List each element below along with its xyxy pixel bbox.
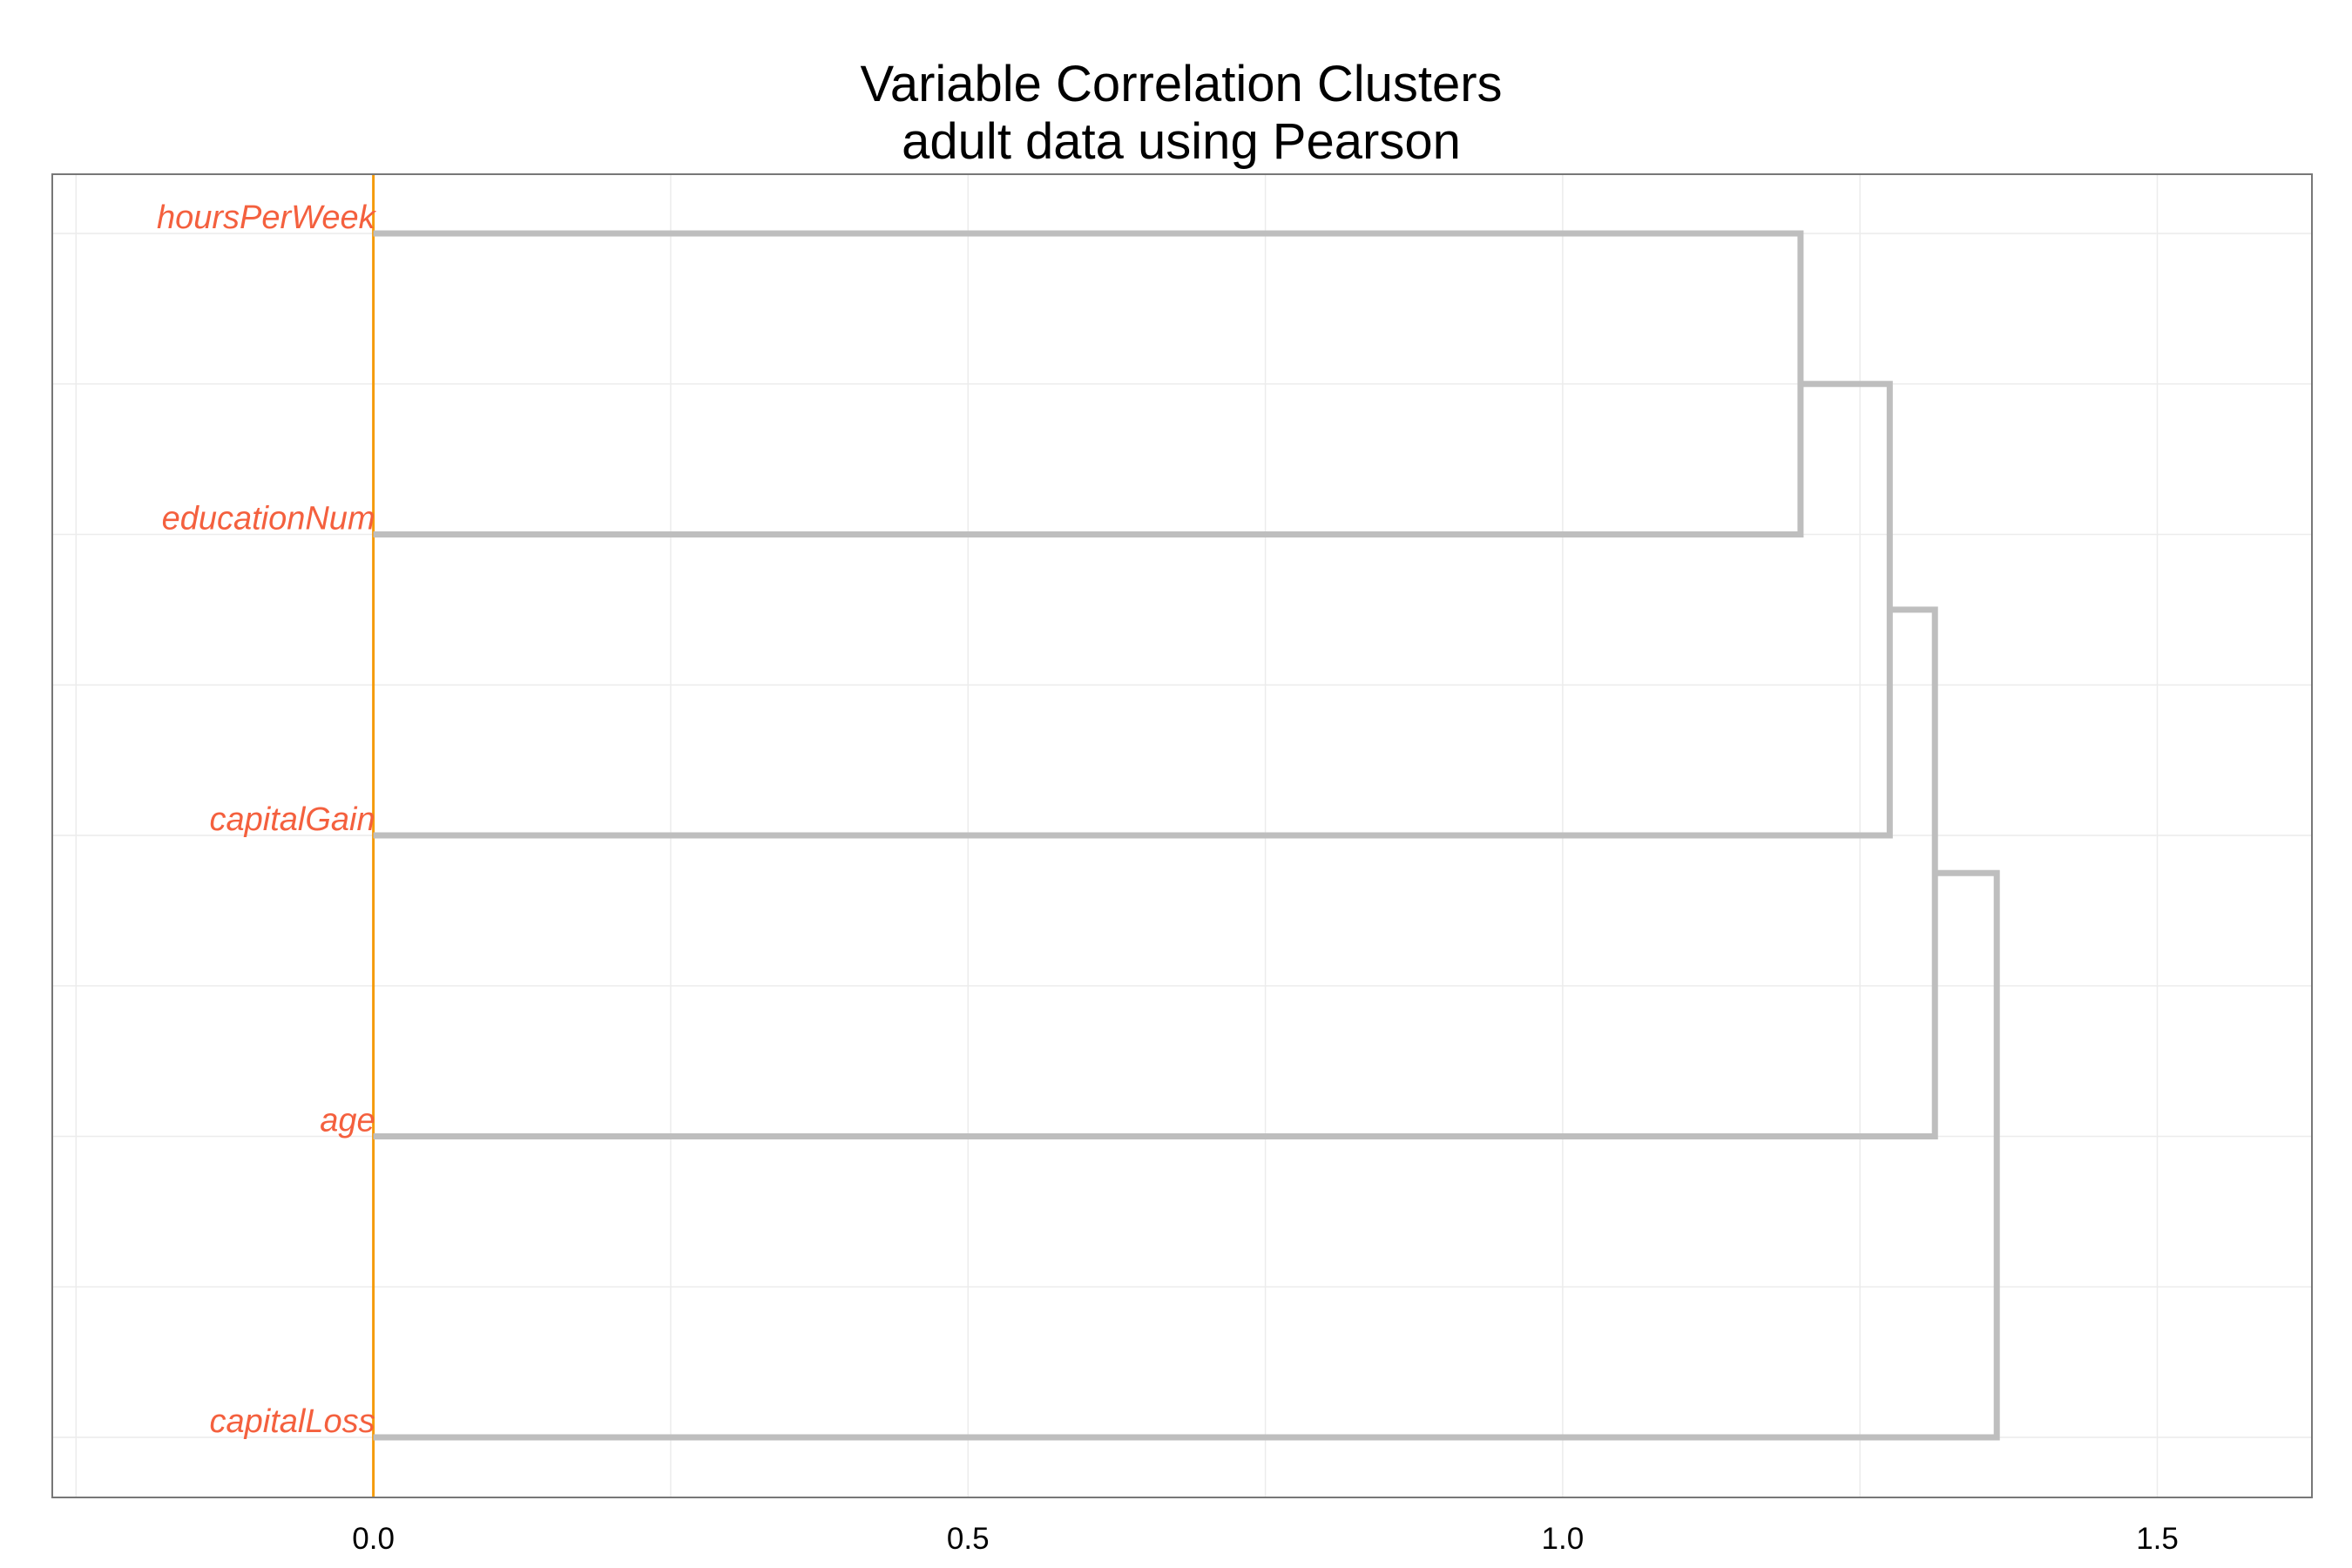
leaf-label-hoursPerWeek: hoursPerWeek — [157, 199, 377, 236]
chart-subtitle: adult data using Pearson — [902, 113, 1461, 170]
leaf-labels: hoursPerWeek educationNum capitalGain age ca… — [157, 199, 377, 1440]
leaf-label-capitalGain: capitalGain — [209, 801, 375, 838]
leaf-label-age: age — [320, 1103, 375, 1139]
x-tick-label: 1.0 — [1542, 1522, 1585, 1556]
x-tick-label: 0.0 — [352, 1522, 395, 1556]
chart-title: Variable Correlation Clusters — [860, 56, 1502, 112]
panel-border — [51, 173, 2313, 1498]
dendrogram-merge-3 — [373, 606, 1938, 1139]
dendrogram-branches — [373, 230, 2000, 1441]
leaf-label-educationNum: educationNum — [162, 501, 375, 537]
x-tick-label: 0.5 — [947, 1522, 990, 1556]
dendrogram-merge-2 — [373, 381, 1893, 839]
x-axis-ticks: 0.0 0.5 1.0 1.5 — [352, 1522, 2179, 1556]
dendrogram-merge-4 — [373, 869, 2000, 1441]
leaf-label-capitalLoss: capitalLoss — [209, 1403, 375, 1440]
x-tick-label: 1.5 — [2136, 1522, 2179, 1556]
